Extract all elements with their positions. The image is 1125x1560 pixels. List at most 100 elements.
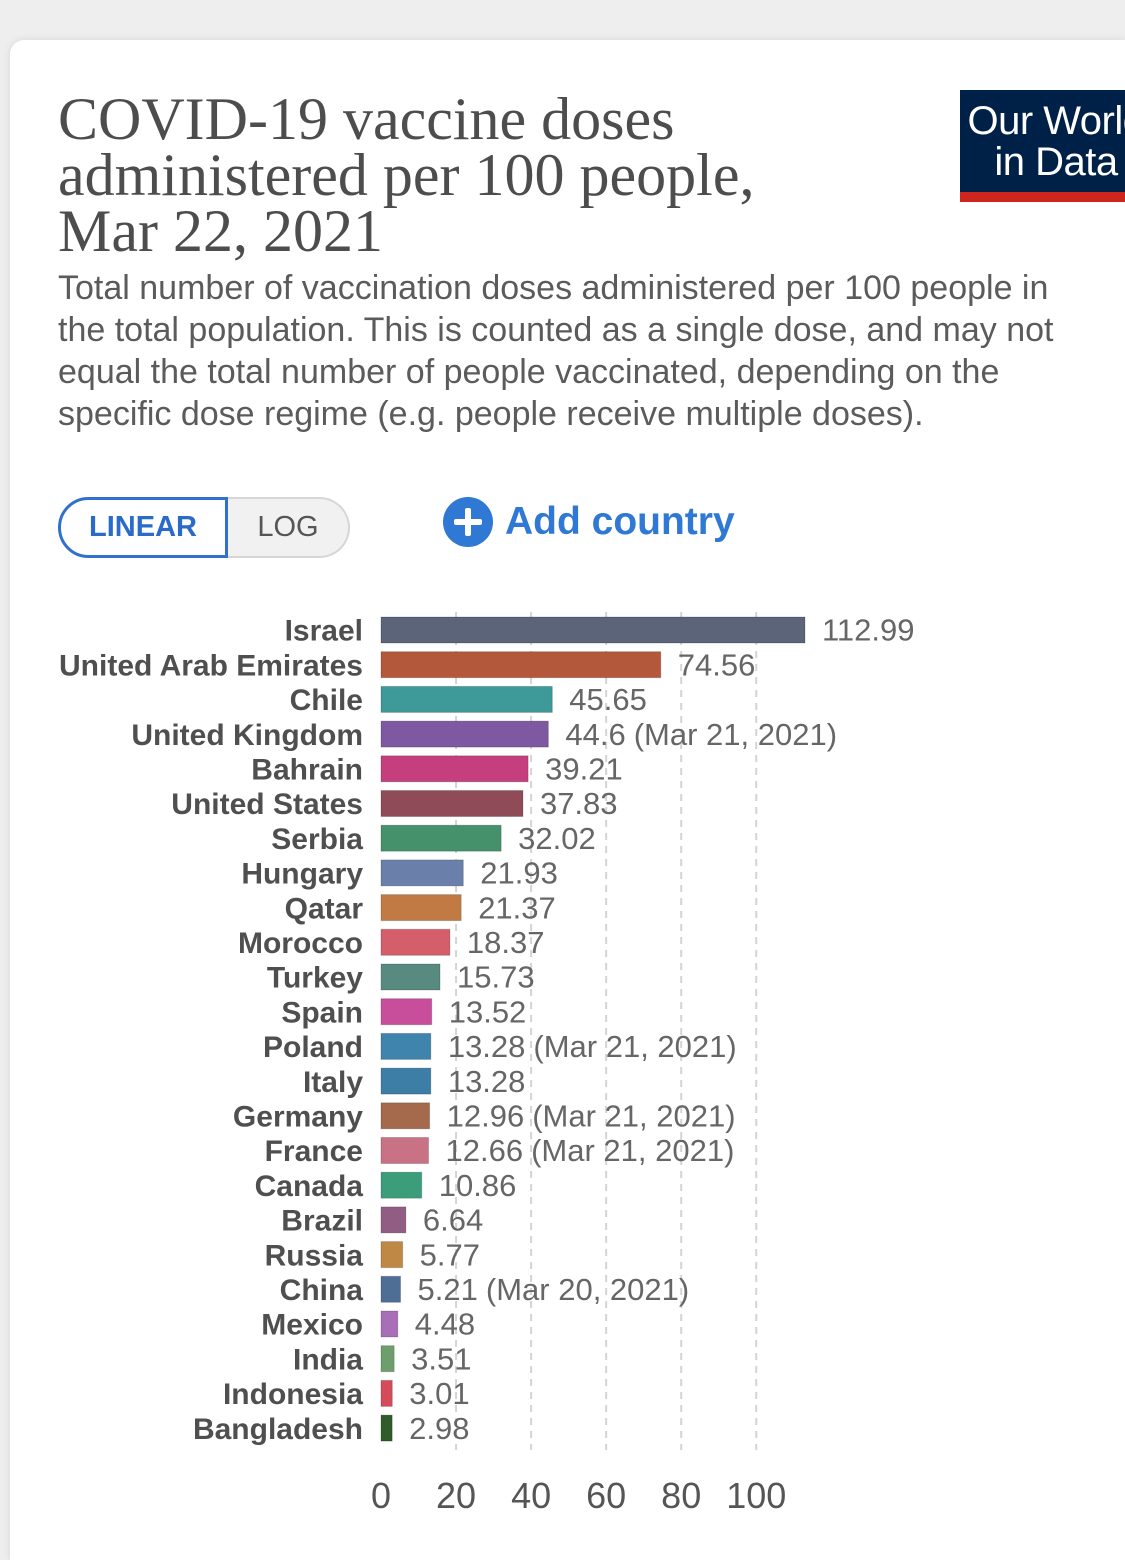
chart-title: COVID-19 vaccine doses administered per …	[58, 86, 755, 264]
bar-india[interactable]	[380, 1345, 395, 1373]
value-number: 18.37	[467, 925, 545, 960]
category-label-united-arab-emirates: United Arab Emirates	[59, 649, 363, 682]
bar-hungary[interactable]	[380, 859, 464, 887]
scale-toggle: LINEAR LOG	[58, 497, 350, 558]
add-country-label: Add country	[505, 500, 735, 543]
value-label-france: 12.66 (Mar 21, 2021)	[446, 1133, 735, 1168]
bar-mexico[interactable]	[380, 1310, 399, 1338]
value-number: 5.77	[420, 1237, 480, 1272]
value-date-note: (Mar 20, 2021)	[486, 1272, 689, 1307]
logo-line-2: in Data	[994, 140, 1118, 184]
value-number: 39.21	[545, 752, 623, 787]
x-tick-label: 60	[586, 1475, 626, 1516]
value-label-germany: 12.96 (Mar 21, 2021)	[447, 1099, 736, 1134]
bar-spain[interactable]	[380, 998, 433, 1026]
value-label-italy: 13.28	[448, 1064, 526, 1099]
value-label-indonesia: 3.01	[409, 1376, 469, 1411]
value-number: 4.48	[415, 1307, 475, 1342]
bar-italy[interactable]	[380, 1067, 432, 1095]
value-label-hungary: 21.93	[480, 856, 558, 891]
bar-serbia[interactable]	[380, 824, 502, 852]
value-label-united-arab-emirates: 74.56	[678, 647, 756, 682]
value-number: 21.37	[478, 890, 556, 925]
value-number: 6.64	[423, 1203, 483, 1238]
category-label-united-states: United States	[171, 788, 363, 821]
bar-turkey[interactable]	[380, 963, 441, 991]
x-tick-label: 80	[661, 1475, 701, 1516]
bar-indonesia[interactable]	[380, 1379, 393, 1407]
value-number: 3.01	[409, 1376, 469, 1411]
category-label-turkey: Turkey	[267, 962, 363, 995]
bar-morocco[interactable]	[380, 928, 451, 956]
value-label-spain: 13.52	[449, 994, 527, 1029]
category-label-hungary: Hungary	[241, 858, 363, 891]
bar-poland[interactable]	[380, 1032, 432, 1060]
value-number: 2.98	[409, 1411, 469, 1446]
value-number: 112.99	[822, 613, 915, 648]
x-tick-label: 40	[511, 1475, 551, 1516]
x-tick-label: 0	[371, 1475, 391, 1516]
bar-united-states[interactable]	[380, 790, 524, 817]
value-date-note: (Mar 21, 2021)	[532, 1099, 735, 1134]
category-label-serbia: Serbia	[271, 823, 363, 856]
category-label-italy: Italy	[303, 1066, 363, 1099]
bar-bahrain[interactable]	[380, 755, 529, 783]
category-label-russia: Russia	[265, 1239, 364, 1272]
value-label-turkey: 15.73	[457, 960, 535, 995]
value-number: 32.02	[518, 821, 596, 856]
linear-scale-button[interactable]: LINEAR	[58, 497, 228, 558]
value-label-united-kingdom: 44.6 (Mar 21, 2021)	[565, 717, 837, 752]
owid-logo[interactable]: Our World in Data	[960, 90, 1125, 202]
value-label-brazil: 6.64	[423, 1203, 483, 1238]
value-date-note: (Mar 21, 2021)	[634, 717, 837, 752]
value-label-morocco: 18.37	[467, 925, 545, 960]
x-tick-label: 100	[726, 1475, 786, 1516]
bar-united-kingdom[interactable]	[380, 720, 549, 748]
value-label-poland: 13.28 (Mar 21, 2021)	[448, 1029, 737, 1064]
value-label-canada: 10.86	[439, 1168, 517, 1203]
value-label-russia: 5.77	[420, 1237, 480, 1272]
bar-germany[interactable]	[380, 1102, 431, 1130]
bar-france[interactable]	[380, 1137, 430, 1164]
value-label-serbia: 32.02	[518, 821, 596, 856]
category-label-bahrain: Bahrain	[251, 754, 363, 787]
category-label-india: India	[293, 1343, 363, 1376]
plus-circle-icon	[443, 497, 493, 547]
category-label-israel: Israel	[285, 615, 363, 648]
bar-qatar[interactable]	[380, 894, 462, 922]
bar-china[interactable]	[380, 1275, 402, 1303]
bar-israel[interactable]	[380, 616, 806, 644]
value-number: 10.86	[439, 1168, 517, 1203]
value-label-china: 5.21 (Mar 20, 2021)	[418, 1272, 690, 1307]
logo-accent-bar	[960, 192, 1125, 202]
bar-united-arab-emirates[interactable]	[380, 651, 662, 679]
value-number: 3.51	[411, 1341, 471, 1376]
bar-russia[interactable]	[380, 1241, 404, 1269]
category-label-brazil: Brazil	[281, 1205, 363, 1238]
log-scale-button[interactable]: LOG	[228, 497, 350, 558]
value-label-bangladesh: 2.98	[409, 1411, 469, 1446]
logo-line-1: Our World	[967, 99, 1125, 143]
category-label-mexico: Mexico	[261, 1309, 363, 1342]
add-country-button[interactable]: Add country	[443, 497, 735, 547]
value-label-chile: 45.65	[569, 682, 647, 717]
bar-canada[interactable]	[380, 1171, 423, 1199]
value-number: 13.28	[448, 1029, 526, 1064]
value-label-bahrain: 39.21	[545, 752, 623, 787]
bar-brazil[interactable]	[380, 1206, 407, 1234]
bar-chile[interactable]	[380, 685, 553, 713]
category-label-poland: Poland	[263, 1031, 363, 1064]
bar-bangladesh[interactable]	[380, 1414, 393, 1442]
value-number: 15.73	[457, 960, 535, 995]
value-number: 37.83	[540, 786, 618, 821]
value-label-mexico: 4.48	[415, 1307, 475, 1342]
value-label-qatar: 21.37	[478, 890, 556, 925]
x-tick-label: 20	[436, 1475, 476, 1516]
value-date-note: (Mar 21, 2021)	[533, 1029, 736, 1064]
category-label-canada: Canada	[255, 1170, 364, 1203]
category-label-morocco: Morocco	[238, 927, 363, 960]
category-label-spain: Spain	[281, 996, 363, 1029]
value-number: 12.66	[446, 1133, 524, 1168]
value-date-note: (Mar 21, 2021)	[531, 1133, 734, 1168]
category-label-germany: Germany	[233, 1101, 363, 1134]
